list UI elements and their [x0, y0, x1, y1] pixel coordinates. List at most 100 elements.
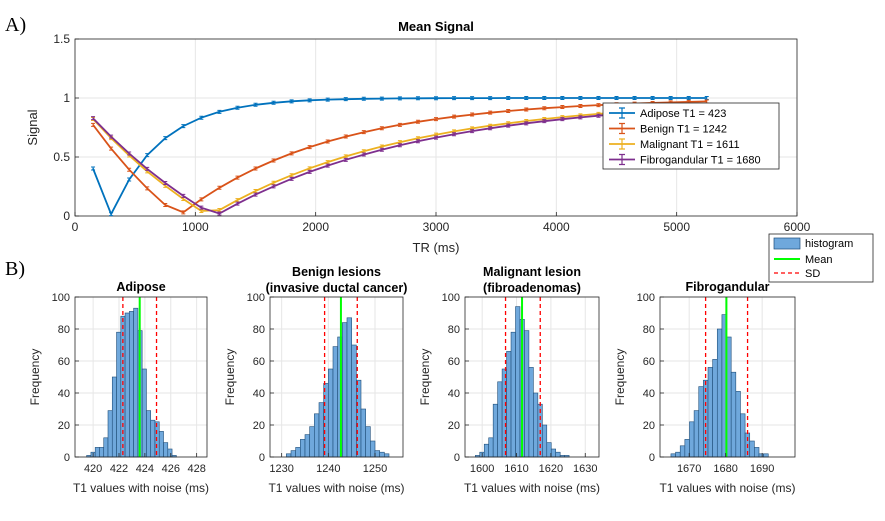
data-point-fibro: [235, 201, 240, 206]
data-point-adipose: [524, 96, 529, 101]
y-tick-label: 100: [637, 292, 655, 304]
data-point-benign: [271, 158, 276, 163]
x-tick-label: 1230: [269, 463, 293, 475]
histogram-bar: [163, 442, 169, 458]
histogram-bar: [346, 317, 352, 458]
x-tick-label: 1610: [504, 463, 528, 475]
data-point-benign: [361, 130, 366, 135]
data-point-adipose: [145, 153, 150, 158]
data-point-adipose: [271, 100, 276, 105]
x-tick-label: 3000: [423, 220, 450, 234]
data-point-adipose: [109, 212, 114, 217]
data-point-benign: [145, 186, 150, 191]
data-point-adipose: [325, 97, 330, 102]
y-tick-label: 80: [448, 324, 460, 336]
histogram-bar: [524, 330, 530, 458]
legend-label-fibro: Fibrogandular T1 = 1680: [640, 155, 761, 167]
data-point-benign: [506, 109, 511, 114]
data-point-benign: [379, 126, 384, 131]
histogram-bar: [497, 381, 503, 458]
histogram-bar: [675, 451, 681, 458]
data-point-fibro: [506, 123, 511, 128]
histogram-bar: [754, 447, 760, 458]
histogram-bar: [158, 431, 164, 458]
data-point-adipose: [650, 96, 655, 101]
data-point-malignant: [325, 160, 330, 165]
histogram-bar: [488, 437, 494, 458]
x-tick-label: 1600: [470, 463, 494, 475]
histogram-bar: [116, 331, 122, 458]
legend-label-malignant: Malignant T1 = 1611: [640, 139, 740, 151]
data-point-adipose: [578, 96, 583, 101]
x-tick-label: 1240: [316, 463, 340, 475]
histogram-bar: [550, 448, 557, 458]
y-tick-label: 0.5: [53, 150, 70, 164]
histogram-bar: [99, 447, 105, 458]
data-point-benign: [163, 202, 168, 207]
y-tick-label: 60: [643, 356, 655, 368]
y-tick-label: 20: [58, 420, 70, 432]
x-tick-label: 424: [136, 463, 154, 475]
histogram-bar: [528, 367, 534, 458]
data-point-benign: [470, 112, 475, 117]
histogram-bar: [684, 439, 690, 458]
data-point-malignant: [235, 198, 240, 203]
chart-title: Adipose: [116, 280, 165, 294]
data-point-adipose: [361, 96, 366, 101]
data-point-malignant: [253, 189, 258, 194]
data-point-fibro: [325, 163, 330, 168]
y-axis-label: Frequency: [28, 349, 42, 406]
x-tick-label: 1630: [573, 463, 597, 475]
chart-title-line-2: (fibroadenomas): [483, 281, 581, 295]
legend-errorbar-fibro: [619, 153, 625, 166]
histogram-bar: [492, 403, 498, 458]
x-tick-label: 1670: [677, 463, 701, 475]
histogram-bar: [365, 426, 371, 458]
data-point-benign: [217, 185, 222, 190]
x-tick-label: 426: [162, 463, 180, 475]
hist-legend-label-histogram: histogram: [805, 238, 853, 250]
data-point-fibro: [253, 192, 258, 197]
axes-frame: [659, 296, 796, 458]
data-point-benign: [542, 106, 547, 111]
data-point-fibro: [415, 139, 420, 144]
histogram-bar: [515, 306, 521, 458]
histogram-bar: [300, 439, 306, 458]
data-point-fibro: [452, 132, 457, 137]
axes-frame: [269, 296, 404, 458]
histogram-bar: [555, 451, 561, 458]
y-tick-label: 20: [448, 420, 460, 432]
histogram-bar: [370, 440, 376, 458]
x-tick-label: 422: [110, 463, 128, 475]
data-point-adipose: [181, 124, 186, 129]
data-point-fibro: [596, 113, 601, 118]
histogram-bar: [150, 419, 156, 458]
histogram-bar: [94, 447, 100, 458]
data-point-fibro: [271, 184, 276, 189]
data-point-fibro: [289, 176, 294, 181]
x-tick-label: 1250: [363, 463, 387, 475]
histogram-bar: [707, 367, 713, 458]
hist-legend-label-sd: SD: [805, 268, 820, 280]
data-point-fibro: [307, 169, 312, 174]
histogram-bar: [304, 434, 310, 458]
y-tick-label: 100: [247, 292, 265, 304]
x-axis-label: T1 values with noise (ms): [659, 481, 795, 495]
data-point-fibro: [127, 151, 132, 156]
hist-legend-label-mean: Mean: [805, 254, 833, 266]
y-tick-label: 40: [253, 388, 265, 400]
histogram-bar: [735, 391, 741, 458]
legend-errorbar-adipose: [619, 107, 625, 119]
histogram-bar: [286, 453, 292, 458]
histogram-bar: [758, 453, 764, 458]
data-point-benign: [127, 167, 132, 172]
data-point-fibro: [91, 116, 96, 121]
data-point-fibro: [578, 115, 583, 120]
data-point-adipose: [560, 96, 565, 101]
histogram-bar: [730, 371, 737, 458]
y-tick-label: 40: [58, 388, 70, 400]
data-point-adipose: [91, 166, 96, 171]
y-tick-label: 20: [253, 420, 265, 432]
y-tick-label: 40: [448, 388, 460, 400]
data-point-adipose: [127, 177, 132, 182]
